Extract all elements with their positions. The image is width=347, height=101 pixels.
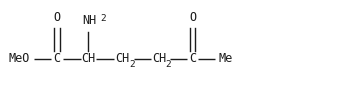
Text: Me: Me (218, 52, 233, 65)
Text: O: O (189, 11, 196, 24)
Text: 2: 2 (129, 60, 135, 69)
Text: 2: 2 (100, 14, 105, 23)
Text: CH: CH (115, 52, 129, 65)
Text: C: C (54, 52, 61, 65)
Text: O: O (54, 11, 61, 24)
Text: CH: CH (81, 52, 96, 65)
Text: CH: CH (152, 52, 166, 65)
Text: 2: 2 (166, 60, 171, 69)
Text: MeO: MeO (8, 52, 30, 65)
Text: C: C (189, 52, 196, 65)
Text: NH: NH (82, 14, 97, 27)
